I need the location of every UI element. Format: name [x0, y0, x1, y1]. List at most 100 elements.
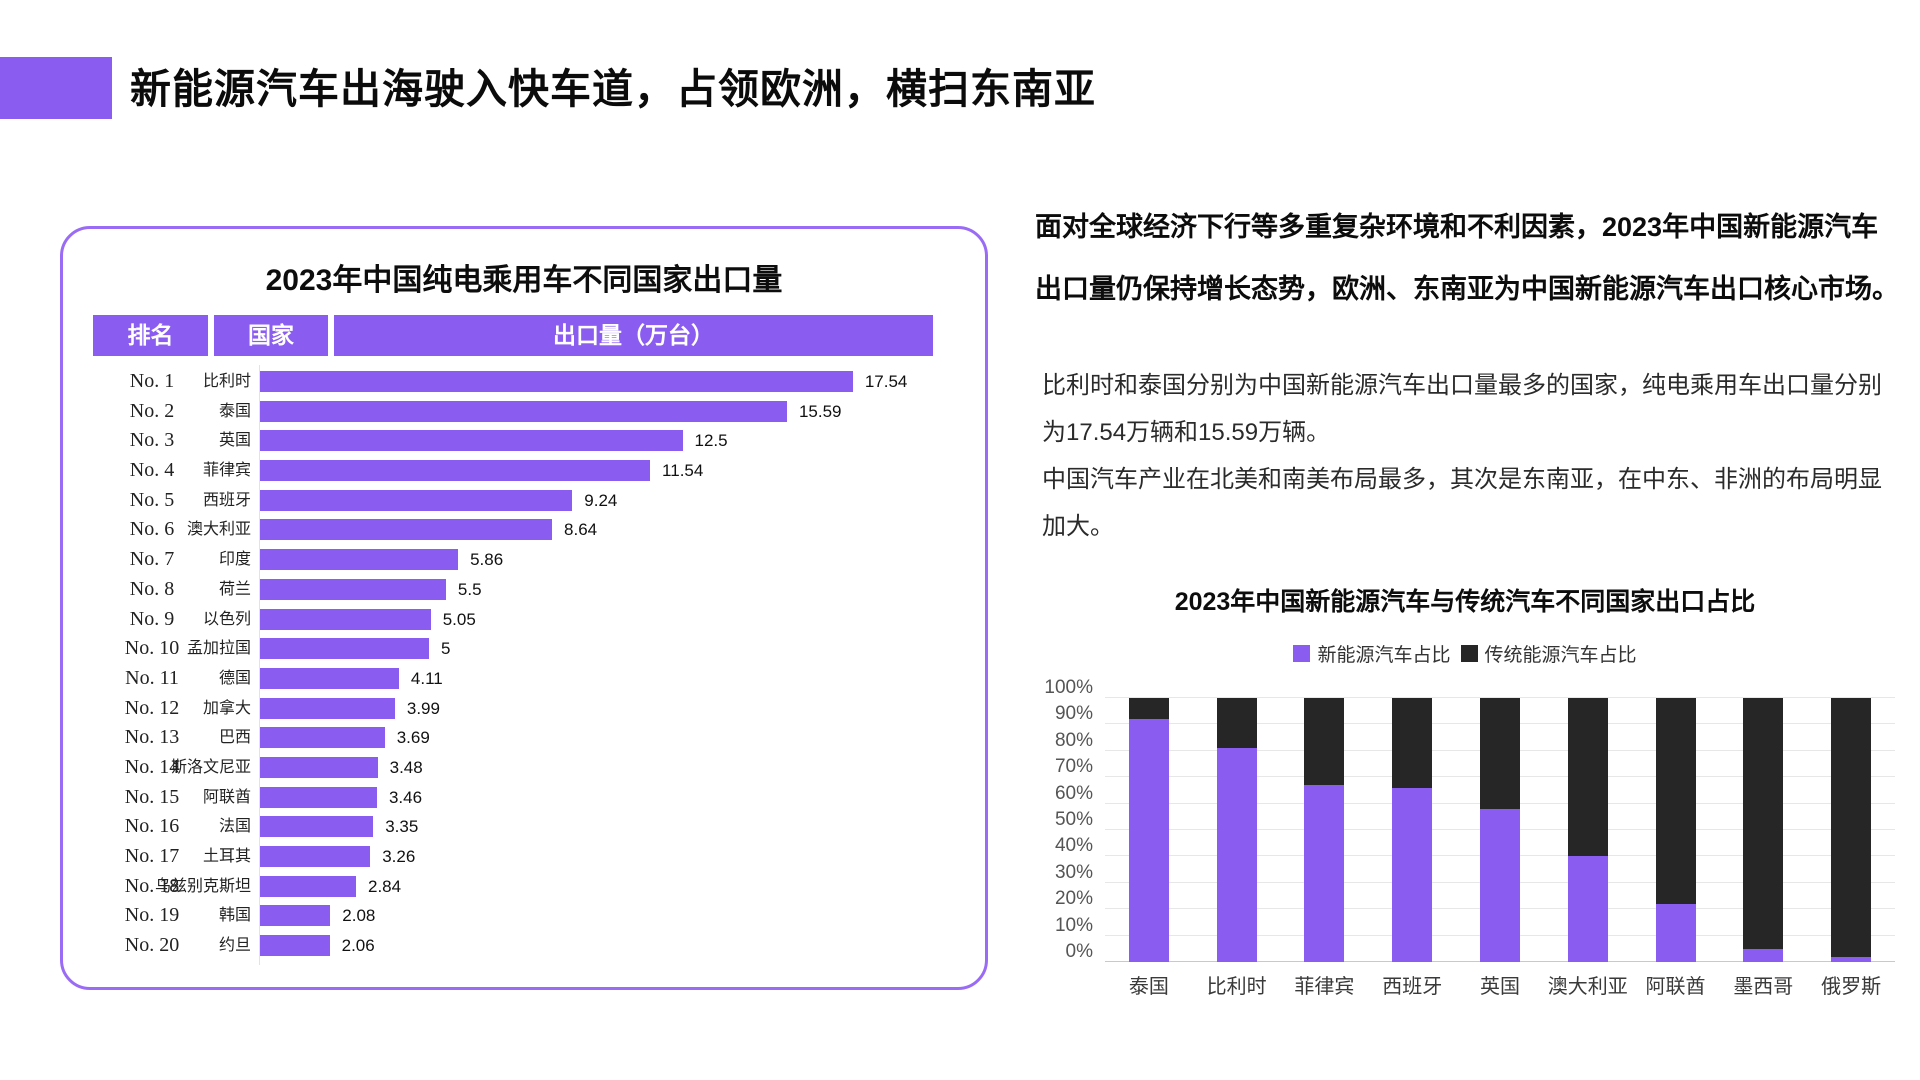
value-label: 8.64 — [564, 520, 598, 540]
rank-cell: No. 8 — [129, 577, 175, 600]
value-label: 5.5 — [457, 579, 482, 599]
ice-share-segment — [1216, 698, 1257, 749]
export-bar — [260, 816, 374, 838]
bar-group: 菲律宾 — [1281, 698, 1369, 998]
value-label: 3.48 — [389, 757, 423, 777]
rank-cell: No. 3 — [129, 429, 175, 452]
table-row: No. 15 阿联酋 3.46 — [93, 783, 973, 813]
export-volume-card: 2023年中国纯电乘用车不同国家出口量 排名 国家 出口量（万台） No. 1 比… — [60, 226, 988, 990]
x-axis-label: 墨西哥 — [1733, 976, 1794, 998]
country-cell: 英国 — [218, 432, 251, 450]
country-cell: 西班牙 — [202, 491, 251, 509]
country-cell: 印度 — [218, 551, 251, 569]
y-axis-tick: 40% — [1054, 835, 1093, 857]
value-label: 5.86 — [470, 550, 504, 570]
ice-share-segment — [1831, 698, 1872, 957]
export-bar — [260, 875, 356, 897]
table-row: No. 3 英国 12.5 — [93, 426, 973, 456]
right-chart-title: 2023年中国新能源汽车与传统汽车不同国家出口占比 — [1174, 588, 1756, 616]
country-cell: 澳大利亚 — [186, 521, 251, 539]
table-row: No. 13 巴西 3.69 — [93, 723, 973, 753]
bar-stack — [1216, 698, 1257, 962]
x-axis-label: 英国 — [1479, 976, 1520, 998]
country-cell: 泰国 — [218, 402, 251, 420]
ice-share-segment — [1392, 698, 1433, 788]
x-axis-label: 比利时 — [1206, 976, 1267, 998]
ice-share-segment — [1128, 698, 1169, 720]
y-axis-tick: 90% — [1054, 703, 1093, 725]
legend-swatch — [1293, 645, 1311, 662]
bar-group: 阿联酋 — [1632, 698, 1720, 998]
export-bar — [260, 430, 683, 452]
export-bar — [260, 400, 787, 422]
bar-group: 俄罗斯 — [1807, 698, 1895, 998]
country-cell: 斯洛文尼亚 — [170, 758, 251, 776]
ice-share-segment — [1655, 698, 1696, 904]
y-axis-tick: 80% — [1054, 729, 1093, 751]
x-axis-label: 泰国 — [1128, 976, 1169, 998]
value-label: 2.84 — [367, 876, 402, 896]
rank-cell: No. 4 — [129, 459, 175, 482]
country-cell: 比利时 — [202, 373, 251, 390]
rank-cell: No. 1 — [129, 370, 175, 392]
nev-share-segment — [1655, 903, 1696, 962]
table-row: No. 1 比利时 17.54 — [93, 367, 973, 397]
country-cell: 韩国 — [218, 907, 251, 925]
left-chart-title: 2023年中国纯电乘用车不同国家出口量 — [265, 264, 783, 297]
value-label: 17.54 — [864, 372, 908, 391]
export-bar — [260, 489, 573, 511]
nev-share-segment — [1304, 785, 1345, 962]
bar-group: 泰国 — [1105, 698, 1193, 998]
country-cell: 荷兰 — [218, 580, 251, 598]
y-axis-tick: 100% — [1044, 677, 1093, 698]
legend-item: 传统能源汽车占比 — [1460, 640, 1637, 667]
column-header-country: 国家 — [214, 315, 328, 356]
export-bar — [260, 608, 431, 630]
table-row: No. 4 菲律宾 11.54 — [93, 456, 973, 486]
country-cell: 以色列 — [202, 610, 251, 628]
x-axis-label: 阿联酋 — [1645, 976, 1706, 998]
bar-stack — [1392, 698, 1433, 962]
value-label: 12.5 — [694, 431, 728, 451]
x-axis-label: 澳大利亚 — [1547, 976, 1628, 998]
export-bar — [260, 727, 385, 749]
y-axis-tick: 30% — [1054, 861, 1093, 883]
bar-stack — [1128, 698, 1169, 962]
legend-swatch — [1460, 645, 1478, 662]
value-label: 15.59 — [798, 401, 842, 421]
rank-cell: No. 9 — [129, 607, 175, 630]
table-row: No. 16 法国 3.35 — [93, 812, 973, 842]
bar-stack — [1304, 698, 1345, 962]
table-row: No. 17 土耳其 3.26 — [93, 842, 973, 872]
country-cell: 德国 — [218, 669, 251, 687]
ice-share-segment — [1479, 698, 1520, 809]
rank-cell: No. 19 — [124, 904, 180, 927]
bar-group: 墨西哥 — [1719, 698, 1807, 998]
table-row: No. 9 以色列 5.05 — [93, 605, 973, 635]
bar-stack — [1655, 698, 1696, 962]
legend-label: 新能源汽车占比 — [1317, 645, 1451, 666]
ice-share-segment — [1743, 698, 1784, 949]
y-axis-tick: 10% — [1054, 914, 1093, 936]
table-row: No. 14 斯洛文尼亚 3.48 — [93, 753, 973, 783]
export-bar — [260, 846, 371, 867]
page-title: 新能源汽车出海驶入快车道，占领欧洲，横扫东南亚 — [130, 66, 1096, 112]
export-bar — [260, 460, 651, 482]
table-row: No. 10 孟加拉国 5 — [93, 634, 973, 664]
rank-cell: No. 11 — [125, 666, 179, 689]
nev-share-segment — [1128, 719, 1169, 962]
rank-cell: No. 2 — [129, 399, 175, 422]
value-label: 3.69 — [396, 728, 430, 748]
y-axis-tick: 50% — [1054, 809, 1093, 830]
nev-share-segment — [1743, 948, 1784, 962]
export-bar — [260, 905, 331, 927]
bar-stack — [1567, 698, 1608, 962]
value-label: 5.05 — [442, 609, 476, 629]
y-axis-tick: 0% — [1065, 941, 1093, 962]
summary-paragraph-bold: 面对全球经济下行等多重复杂环境和不利因素，2023年中国新能源汽车出口量仍保持增… — [1035, 212, 1899, 304]
value-label: 3.99 — [406, 698, 440, 718]
detail-paragraph-1: 比利时和泰国分别为中国新能源汽车出口量最多的国家，纯电乘用车出口量分别为17.5… — [1042, 372, 1882, 446]
country-cell: 阿联酋 — [202, 788, 251, 806]
value-label: 3.46 — [388, 787, 423, 807]
rank-cell: No. 6 — [129, 518, 175, 541]
